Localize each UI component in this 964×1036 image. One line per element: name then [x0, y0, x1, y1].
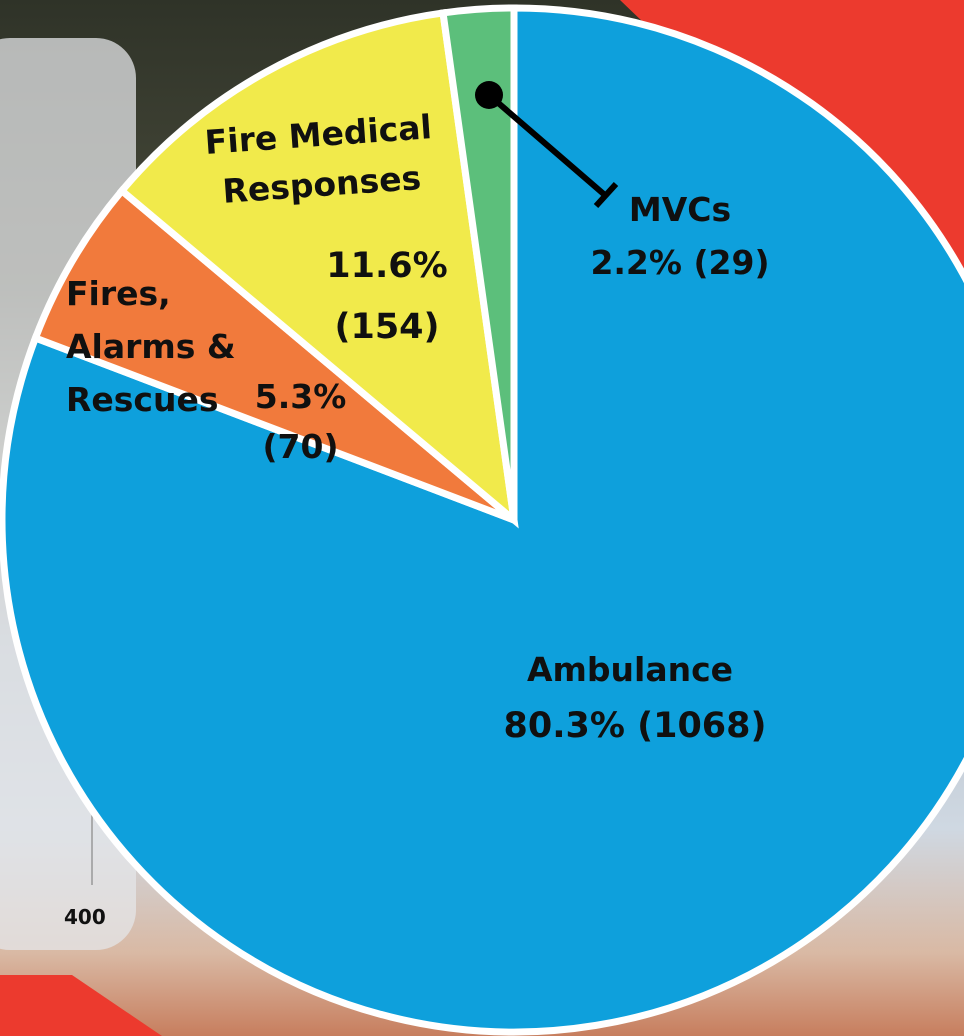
pie-slice — [0, 4, 964, 1036]
pie-slice — [116, 8, 519, 529]
data-label: 80.3% (1068) — [503, 706, 767, 746]
data-label: 5.3% (70) — [254, 377, 347, 466]
pie — [0, 4, 964, 1036]
axis-tick-label: 400 — [64, 905, 106, 929]
slice-label: MVCs — [628, 190, 732, 229]
data-label: 11.6% (154) — [326, 246, 448, 348]
slice-label: Fires, Alarms & Rescues — [66, 274, 236, 419]
pie-slice — [30, 185, 517, 524]
data-label: 2.2% (29) — [590, 243, 770, 282]
slice-label: Ambulance — [526, 650, 734, 689]
leader-line — [475, 81, 619, 209]
pie-slice — [439, 4, 518, 521]
corner-shape — [0, 975, 162, 1036]
slice-label: Fire Medical Responses — [203, 107, 433, 211]
